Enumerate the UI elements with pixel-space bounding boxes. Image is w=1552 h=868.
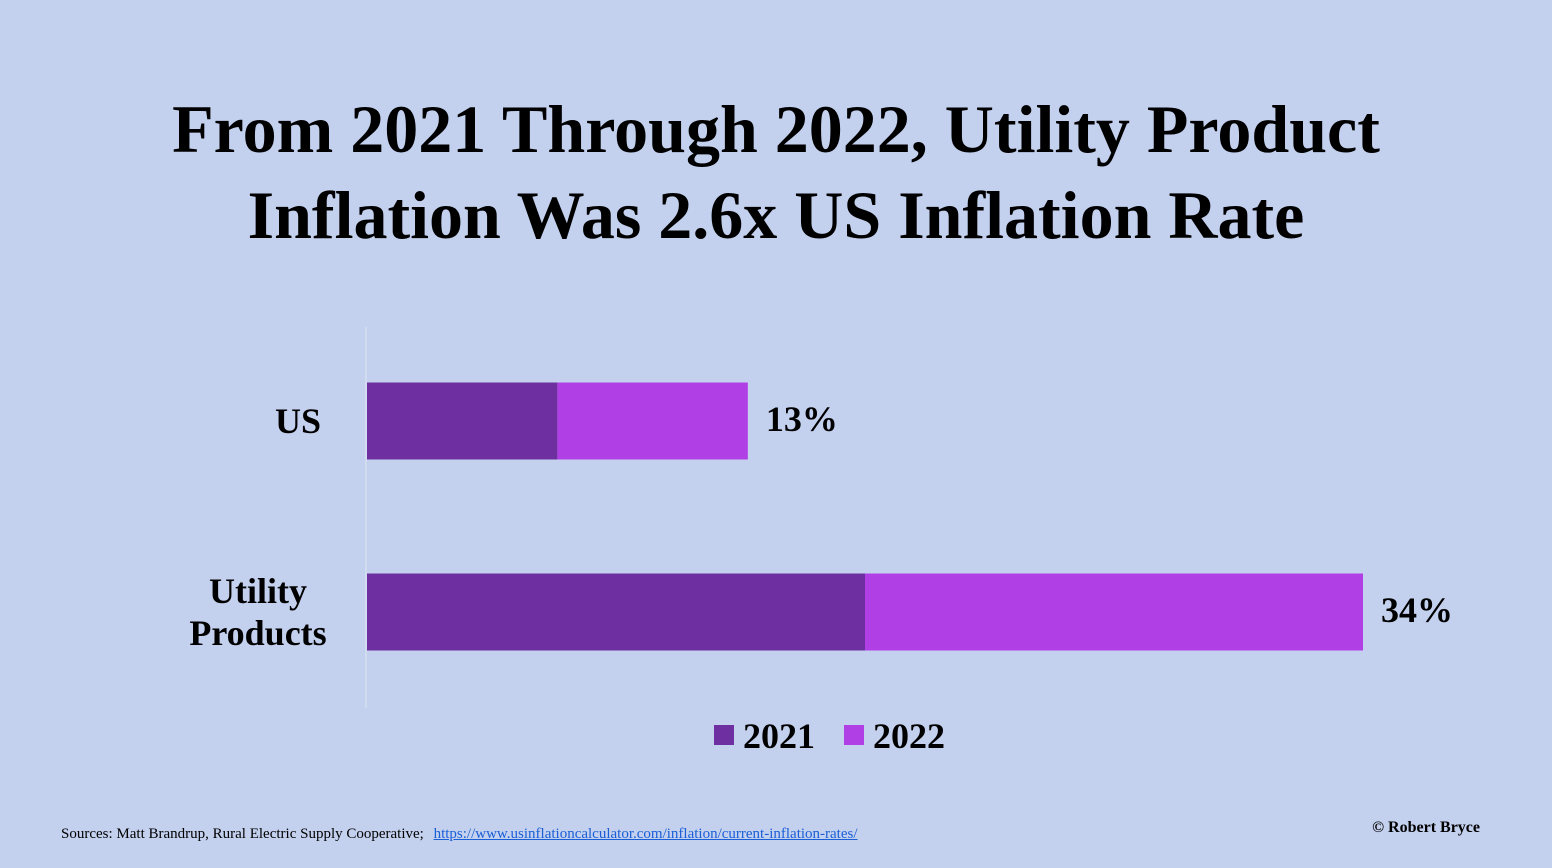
sources-text: Sources: Matt Brandrup, Rural Electric S…: [61, 826, 424, 842]
category-label-1-1: Products: [189, 613, 326, 653]
bar-2022-1: [865, 573, 1363, 651]
legend-label-2021: 2021: [743, 716, 815, 756]
legend-label-2022: 2022: [873, 716, 945, 756]
title-line-2: Inflation Was 2.6x US Inflation Rate: [247, 177, 1305, 253]
copyright: © Robert Bryce: [1372, 819, 1480, 836]
sources-link[interactable]: https://www.usinflationcalculator.com/in…: [433, 826, 858, 842]
data-label-1: 34%: [1381, 590, 1453, 630]
bar-2021-0: [367, 382, 558, 460]
legend-swatch-2022: [844, 725, 864, 745]
title-line-1: From 2021 Through 2022, Utility Product: [172, 91, 1380, 167]
bar-2021-1: [367, 573, 865, 651]
chart-title: From 2021 Through 2022, Utility Product …: [0, 86, 1552, 258]
sources-note: Sources: Matt Brandrup, Rural Electric S…: [61, 826, 858, 843]
bar-2022-0: [557, 382, 748, 460]
category-label-0-0: US: [275, 401, 321, 441]
legend-swatch-2021: [714, 725, 734, 745]
category-label-1-0: Utility: [209, 571, 307, 611]
data-label-0: 13%: [766, 399, 838, 439]
